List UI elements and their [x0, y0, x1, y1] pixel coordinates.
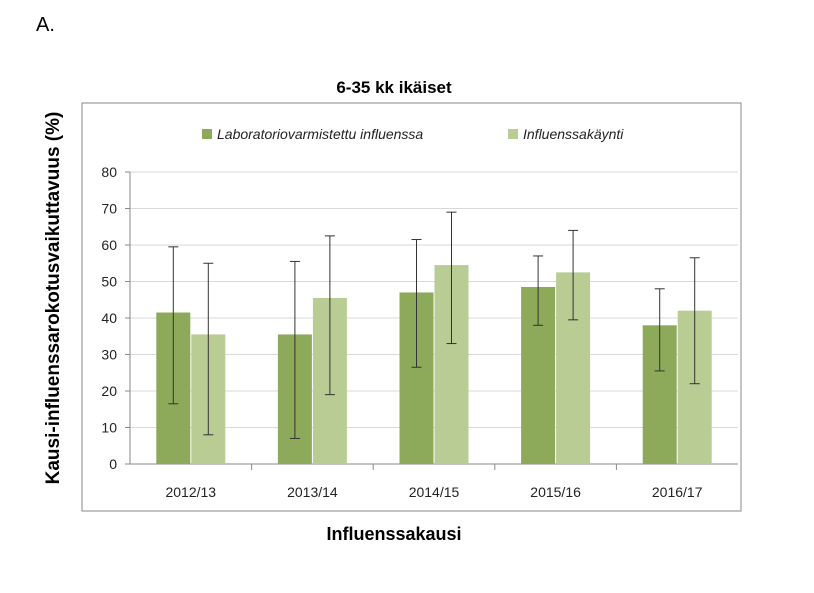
- legend-swatch: [202, 129, 212, 139]
- category-label: 2013/14: [287, 484, 338, 500]
- y-tick-label: 20: [101, 383, 117, 399]
- x-axis-label: Influenssakausi: [326, 524, 462, 544]
- y-tick-label: 40: [101, 310, 117, 326]
- category-label: 2014/15: [409, 484, 460, 500]
- chart-title: 6-35 kk ikäiset: [336, 78, 452, 97]
- y-tick-label: 70: [101, 201, 117, 217]
- error-bars: [168, 211, 700, 439]
- panel-label: A.: [36, 14, 55, 36]
- category-label: 2012/13: [165, 484, 216, 500]
- gridlines: [125, 171, 738, 470]
- category-label: 2016/17: [652, 484, 703, 500]
- y-tick-label: 80: [101, 164, 117, 180]
- bars: [156, 265, 712, 464]
- y-tick-label: 0: [109, 456, 117, 472]
- category-label: 2015/16: [530, 484, 581, 500]
- y-tick-label: 50: [101, 274, 117, 290]
- category-labels: 2012/13 2013/14 2014/15 2015/16 2016/17: [165, 484, 702, 500]
- y-tick-label: 10: [101, 420, 117, 436]
- legend-entry: Influenssakäynti: [523, 126, 624, 142]
- chart-frame: [81, 102, 742, 512]
- legend: Laboratoriovarmistettu influenssa Influen…: [202, 126, 624, 142]
- y-tick-label: 30: [101, 347, 117, 363]
- legend-entry: Laboratoriovarmistettu influenssa: [217, 126, 423, 142]
- y-tick-label: 60: [101, 237, 117, 253]
- legend-swatch: [508, 129, 518, 139]
- y-tick-labels: 0 10 20 30 40 50 60 70 80: [101, 164, 117, 472]
